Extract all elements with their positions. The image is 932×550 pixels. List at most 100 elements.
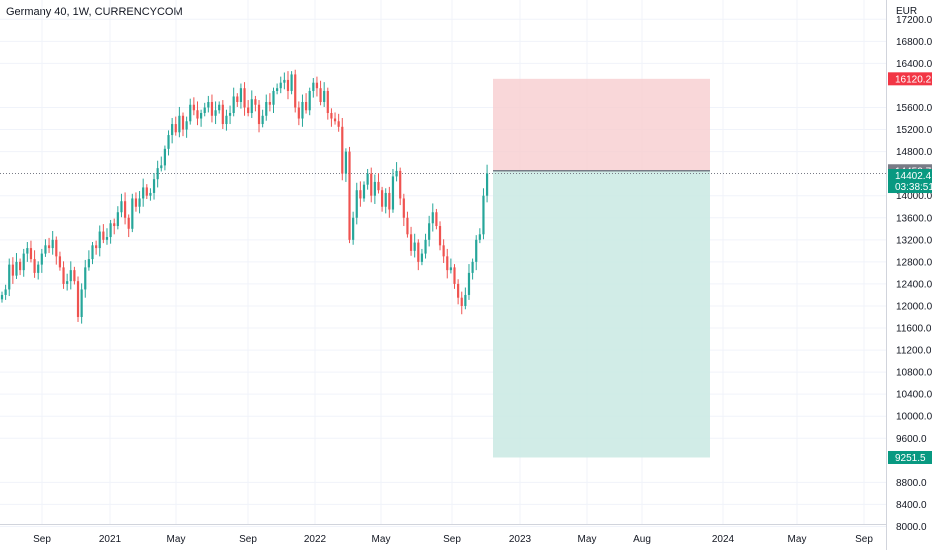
- y-tick-label: 10400.0: [896, 390, 932, 401]
- y-tick-label: 10000.0: [896, 412, 932, 423]
- price-badge: [888, 169, 932, 183]
- price-badge: [888, 180, 932, 194]
- candle-body: [377, 181, 380, 191]
- y-tick-label: 8000.0: [896, 522, 927, 533]
- take-profit-zone: [493, 170, 710, 458]
- candle-body: [478, 234, 481, 240]
- candle-body: [123, 201, 127, 218]
- price-badge-label: 03:38:51: [895, 182, 932, 193]
- currency-label: EUR: [896, 6, 918, 17]
- x-tick-label: Sep: [443, 534, 461, 545]
- candle-body: [384, 192, 387, 207]
- y-tick-label: 16800.0: [896, 37, 932, 48]
- y-tick-label: 11200.0: [896, 346, 932, 357]
- y-tick-label: 12800.0: [896, 257, 932, 268]
- price-badge: [888, 72, 932, 86]
- candle-body: [261, 115, 264, 125]
- candle-body: [257, 104, 261, 125]
- candle-body: [464, 294, 467, 306]
- x-tick-label: May: [167, 534, 186, 545]
- x-tick-label: May: [578, 534, 597, 545]
- candle-body: [181, 115, 185, 130]
- y-tick-label: 17200.0: [896, 15, 932, 26]
- candle-body: [145, 187, 148, 196]
- candle-body: [203, 107, 206, 114]
- candle-body: [26, 248, 29, 254]
- x-tick-label: Sep: [33, 534, 51, 545]
- candle-body: [239, 88, 243, 102]
- candle-body: [11, 264, 14, 276]
- candle-body: [254, 99, 257, 105]
- x-tick-label: May: [372, 534, 391, 545]
- y-tick-label: 11600.0: [896, 324, 932, 335]
- candle-body: [442, 245, 445, 257]
- y-tick-label: 12400.0: [896, 279, 932, 290]
- candle-body: [395, 170, 398, 177]
- candle-body: [228, 113, 232, 116]
- candle-body: [265, 101, 268, 116]
- candle-body: [91, 245, 94, 260]
- y-tick-label: 15600.0: [896, 103, 932, 114]
- candle-body: [286, 79, 290, 91]
- candle-body: [0, 294, 4, 300]
- y-tick-label: 16400.0: [896, 59, 932, 70]
- candle-body: [109, 223, 112, 238]
- candle-body: [127, 217, 130, 229]
- candle-body: [326, 90, 329, 114]
- y-tick-label: 8800.0: [896, 478, 927, 489]
- price-badge-label: 14402.4: [895, 171, 932, 182]
- candle-body: [51, 239, 54, 249]
- candle-body: [485, 173, 489, 196]
- candle-body: [348, 151, 351, 240]
- candle-body: [142, 187, 145, 199]
- candle-body: [446, 256, 449, 271]
- candle-body: [475, 239, 478, 262]
- candle-body: [359, 190, 362, 199]
- candle-body: [200, 113, 203, 119]
- candle-body: [370, 173, 373, 196]
- candle-body: [156, 168, 159, 180]
- candle-body: [84, 267, 87, 290]
- candle-body: [409, 234, 413, 251]
- candle-body: [362, 184, 366, 199]
- candle-body: [308, 90, 311, 111]
- candle-body: [391, 176, 395, 210]
- candle-body: [113, 223, 116, 227]
- candle-body: [236, 96, 239, 102]
- candle-body: [341, 126, 344, 174]
- candle-body: [268, 101, 271, 105]
- candle-body: [134, 198, 138, 207]
- candle-body: [406, 217, 409, 235]
- candle-body: [192, 104, 195, 111]
- candle-body: [457, 283, 460, 298]
- candle-body: [471, 261, 474, 273]
- candle-body: [80, 289, 83, 317]
- candle-body: [290, 74, 293, 91]
- candle-body: [87, 259, 90, 268]
- candle-body: [171, 124, 174, 136]
- candle-body: [438, 226, 442, 246]
- candle-body: [413, 242, 416, 251]
- candle-body: [301, 101, 304, 119]
- price-badge: [888, 450, 932, 464]
- candle-body: [388, 192, 391, 210]
- candle-body: [333, 118, 337, 122]
- candle-body: [482, 195, 485, 235]
- y-tick-label: 13200.0: [896, 235, 932, 246]
- x-tick-label: 2022: [304, 534, 327, 545]
- candle-body: [247, 107, 250, 114]
- y-tick-label: 14000.0: [896, 191, 932, 202]
- y-tick-label: 15200.0: [896, 125, 932, 136]
- candle-body: [73, 270, 76, 282]
- x-tick-label: Sep: [239, 534, 257, 545]
- candle-body: [210, 101, 214, 116]
- candle-body: [449, 267, 452, 271]
- candle-body: [102, 231, 105, 240]
- candle-body: [218, 104, 221, 111]
- candle-body: [105, 237, 109, 240]
- candle-body: [381, 190, 384, 207]
- candle-body: [47, 245, 51, 249]
- candle-body: [297, 107, 300, 119]
- candle-body: [435, 212, 438, 227]
